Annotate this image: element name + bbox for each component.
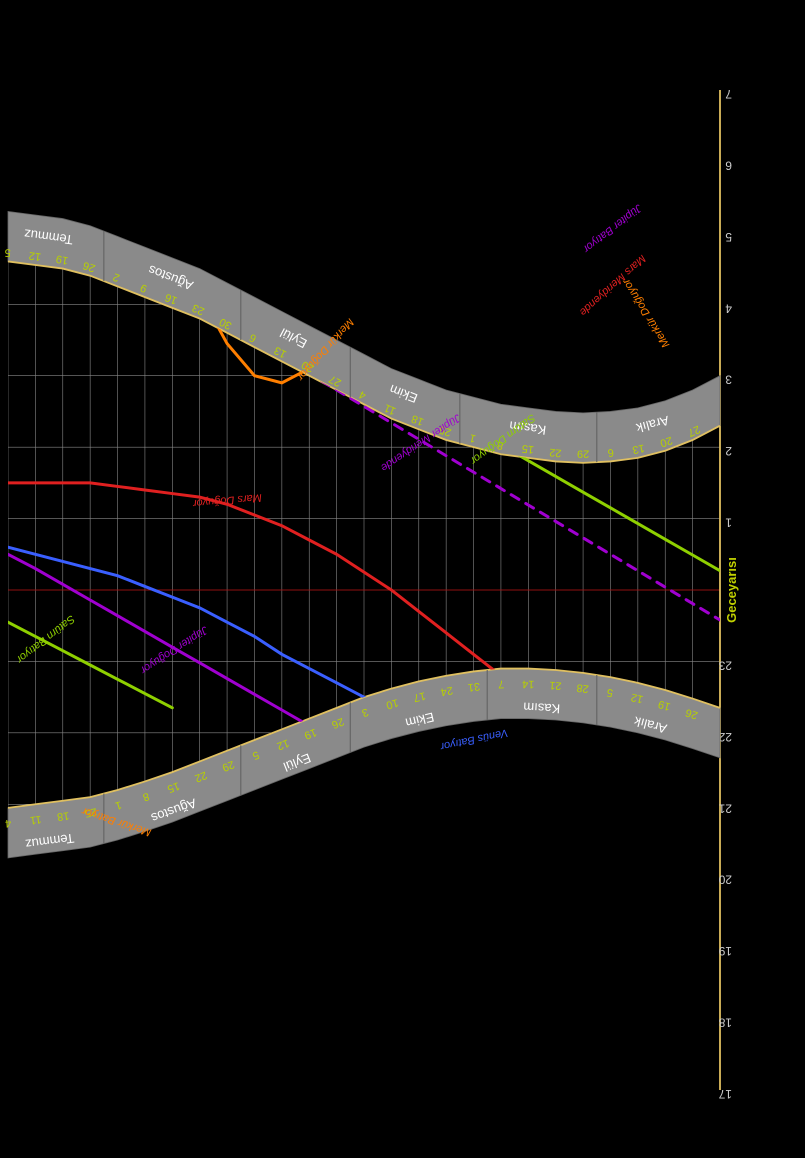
y-axis-tick-19: 19 — [718, 944, 732, 958]
y-axis-title: Geceyarısı — [724, 557, 739, 623]
top-week-tick: 12 — [28, 249, 42, 262]
curve-label-jupiter-batiyor: Jüpiter Batıyor — [580, 201, 645, 256]
top-week-tick: 22 — [549, 446, 562, 459]
bottom-week-tick: 7 — [498, 678, 505, 690]
curve-label-merkur-doguyor-2: Merkür Doğuyor — [620, 275, 673, 349]
y-axis-tick-18: 18 — [718, 1016, 732, 1030]
y-axis-tick-4: 4 — [725, 301, 732, 315]
bottom-week-tick: 31 — [467, 680, 481, 693]
y-axis-tick-17: 17 — [718, 1087, 732, 1101]
top-week-tick: 29 — [577, 448, 589, 460]
y-axis-tick-7: 7 — [725, 87, 732, 101]
top-week-tick: 19 — [55, 252, 69, 266]
y-axis-tick-2: 2 — [725, 444, 732, 458]
curve-label-venus-batiyor: Venüs Batıyor — [438, 726, 509, 752]
y-axis-tick-6: 6 — [725, 158, 732, 172]
top-week-tick: 6 — [607, 446, 614, 459]
y-axis-tick-5: 5 — [725, 230, 732, 244]
bottom-week-tick: 14 — [522, 678, 535, 690]
top-week-tick: 5 — [4, 246, 11, 258]
bottom-week-tick: 21 — [549, 679, 562, 692]
curve-label-saturn-batiyor: Satürn Batıyor — [13, 612, 77, 666]
bottom-month-kasım: Kasım — [523, 700, 561, 717]
y-axis-tick-1: 1 — [725, 516, 732, 530]
bottom-week-tick: 28 — [576, 681, 590, 694]
bottom-week-tick: 11 — [29, 813, 42, 826]
curve-label-mars-doguyor: Mars Doğuyor — [191, 491, 262, 509]
bottom-week-tick: 18 — [56, 809, 70, 822]
y-axis-tick-23: 23 — [718, 658, 732, 672]
y-axis-tick-20: 20 — [718, 873, 732, 887]
bottom-week-tick: 4 — [5, 817, 12, 829]
bottom-week-tick: 24 — [440, 684, 454, 698]
planet-visibility-chart: 171819202122231234567GeceyarısıTemmuz512… — [0, 0, 805, 1158]
y-axis-tick-21: 21 — [718, 801, 732, 815]
top-week-tick: 15 — [521, 442, 535, 455]
curve-jupiter-batiyor — [474, 133, 720, 294]
y-axis-tick-3: 3 — [725, 373, 732, 387]
top-week-tick: 13 — [631, 442, 645, 456]
